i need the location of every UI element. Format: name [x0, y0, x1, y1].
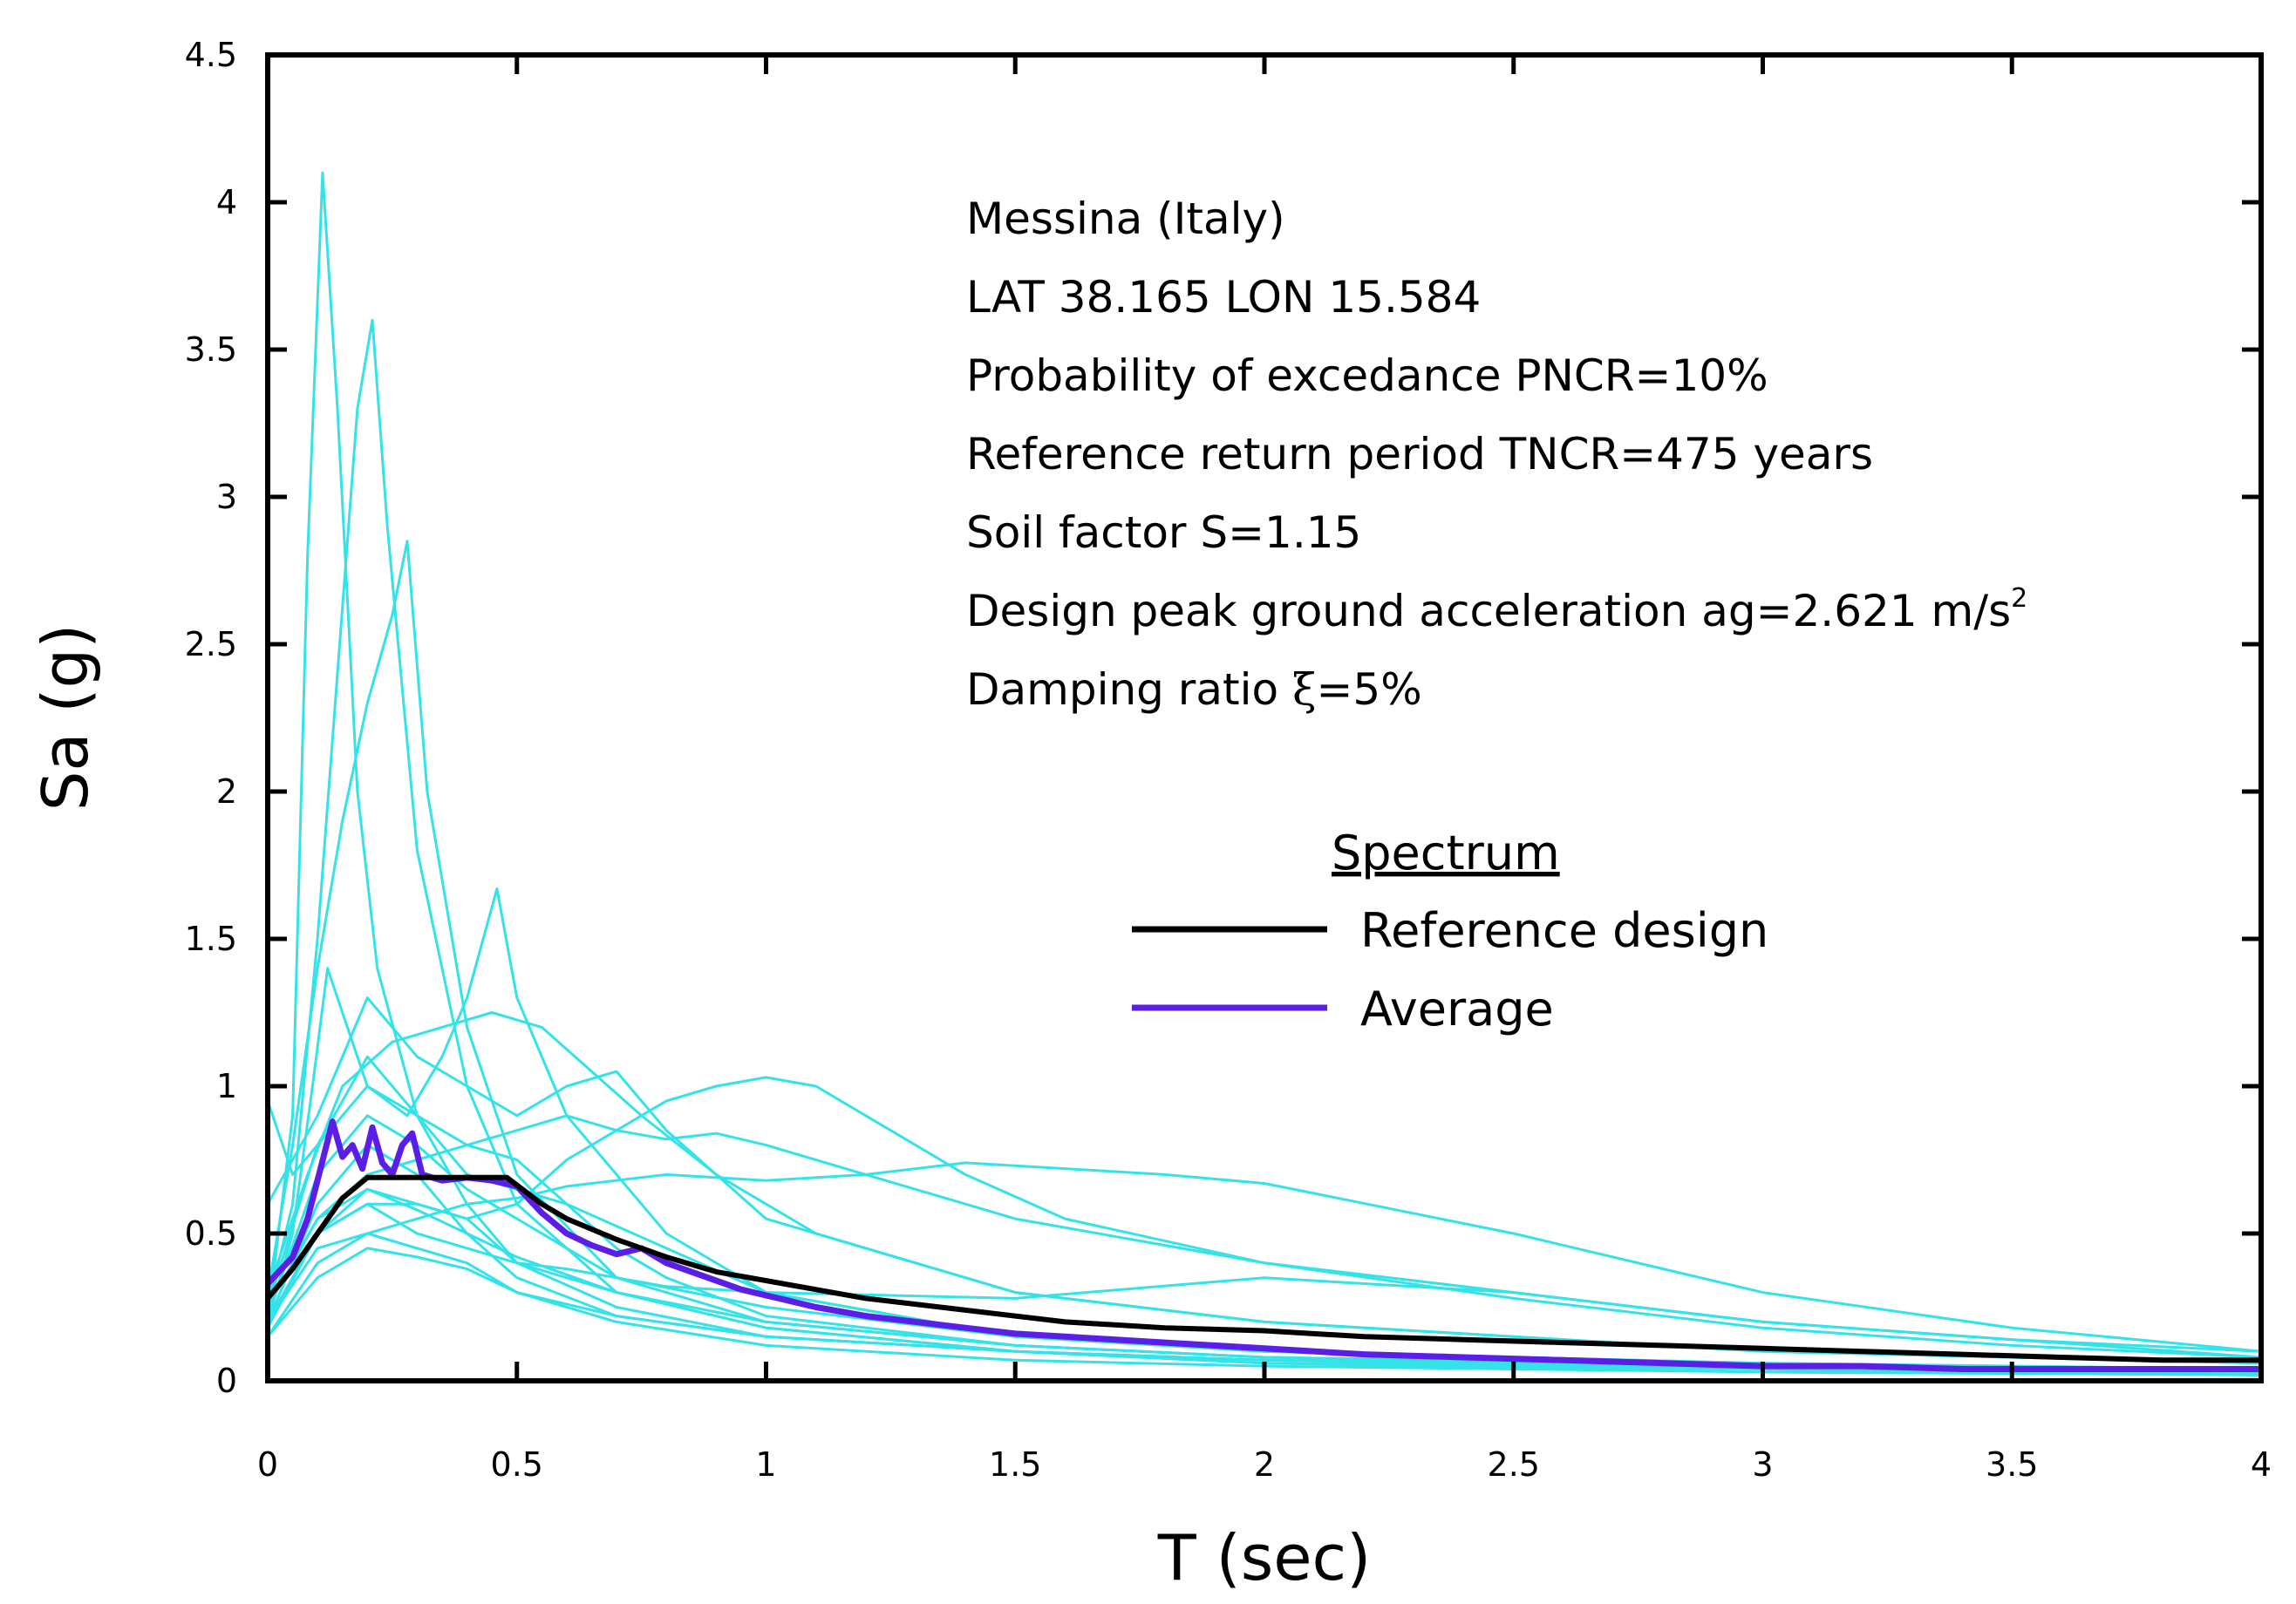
axis-ticks — [265, 52, 2264, 1383]
x-tick-label: 2 — [1254, 1445, 1275, 1484]
x-tick-label: 0 — [257, 1445, 278, 1484]
record-line-10 — [266, 996, 2262, 1365]
y-axis-title: Sa (g) — [29, 624, 102, 812]
y-tick-label: 3.5 — [185, 330, 237, 369]
annotation-block: Messina (Italy) LAT 38.165 LON 15.584 Pr… — [966, 194, 2027, 715]
x-tick-label: 4 — [2251, 1445, 2272, 1484]
y-tick-label: 2 — [216, 772, 237, 811]
x-tick-label: 1.5 — [989, 1445, 1041, 1484]
x-tick-label: 3.5 — [1986, 1445, 2038, 1484]
record-line-13 — [266, 1144, 2262, 1374]
reference-design-line — [265, 1174, 2261, 1363]
plot-frame — [265, 52, 2264, 1383]
annotation-return-period: Reference return period TNCR=475 years — [966, 429, 1873, 479]
annotation-probability: Probability of excedance PNCR=10% — [966, 350, 1768, 401]
annotation-coordinates: LAT 38.165 LON 15.584 — [966, 272, 1481, 323]
y-tick-label: 1 — [216, 1067, 237, 1105]
annotation-pga-text: Design peak ground acceleration ag=2.621… — [966, 586, 2011, 636]
x-tick-label: 3 — [1752, 1445, 1773, 1484]
legend-label-average: Average — [1360, 982, 1554, 1036]
y-tick-label: 0 — [216, 1362, 237, 1400]
average-line — [265, 1118, 2261, 1372]
x-tick-label: 0.5 — [491, 1445, 543, 1484]
y-tick-label: 4.5 — [185, 36, 237, 74]
y-tick-label: 0.5 — [185, 1214, 237, 1253]
annotation-pga-exponent: 2 — [2011, 583, 2027, 614]
x-tick-label: 2.5 — [1488, 1445, 1540, 1484]
record-line-8 — [266, 1011, 2262, 1365]
legend: Spectrum Reference design Average — [1132, 826, 1768, 1036]
annotation-damping-value: =5% — [1317, 664, 1422, 715]
main-series-group — [265, 1118, 2261, 1372]
x-tick-label: 1 — [755, 1445, 776, 1484]
record-line-6 — [266, 1161, 2262, 1353]
record-line-4 — [266, 887, 2262, 1374]
annotation-pga: Design peak ground acceleration ag=2.621… — [966, 583, 2027, 636]
y-tick-label: 4 — [216, 183, 237, 221]
annotation-soil-factor: Soil factor S=1.15 — [966, 507, 1361, 558]
annotation-damping-text: Damping ratio — [966, 664, 1292, 715]
record-line-14 — [266, 1187, 2262, 1374]
y-tick-label: 2.5 — [185, 625, 237, 663]
legend-label-reference: Reference design — [1360, 903, 1768, 958]
annotation-damping: Damping ratio ξ=5% — [966, 664, 1422, 715]
y-tick-label: 1.5 — [185, 920, 237, 958]
record-line-5 — [266, 1076, 2262, 1353]
record-line-12 — [266, 1232, 2262, 1376]
record-line-7 — [266, 1114, 2262, 1359]
record-series-group — [266, 171, 2262, 1376]
legend-title: Spectrum — [1332, 826, 1560, 880]
annotation-damping-symbol: ξ — [1292, 664, 1317, 715]
y-tick-label: 3 — [216, 478, 237, 516]
tick-labels: 0 0.5 1 1.5 2 2.5 3 3.5 4 0 0.5 1 1.5 2 2.5 3 3.5 4 4.5 — [185, 36, 2272, 1484]
annotation-site: Messina (Italy) — [966, 194, 1285, 244]
x-axis-title: T (sec) — [1157, 1521, 1371, 1594]
